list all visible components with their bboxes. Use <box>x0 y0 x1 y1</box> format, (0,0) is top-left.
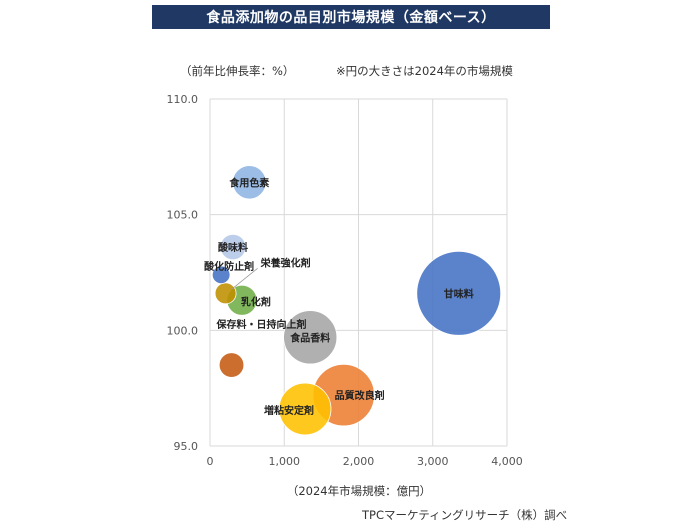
leader-line <box>231 268 258 290</box>
bubble-label: 保存料・日持向上剤 <box>216 318 307 331</box>
leader-lines <box>231 268 258 290</box>
bubble-label: 甘味料 <box>444 287 474 300</box>
bubble-label: 酸化防止剤 <box>204 260 254 273</box>
bubble-保存料・日持向上剤 <box>218 352 245 378</box>
chart-title: 食品添加物の品目別市場規模（金額ベース） <box>152 5 550 29</box>
x-tick-label: 3,000 <box>417 455 449 468</box>
x-tick-label: 2,000 <box>343 455 375 468</box>
bubble-食用色素 <box>232 165 267 200</box>
y-axis-label: （前年比伸長率：%） <box>180 64 295 78</box>
tick-labels: 0 1,000 2,000 3,000 4,000 95.0 100.0 105.0 110.0 <box>167 93 523 468</box>
bubble-label: 栄養強化剤 <box>260 256 311 269</box>
y-tick-label: 105.0 <box>167 209 199 222</box>
bubble-label: 酸味料 <box>218 241 248 254</box>
x-axis-label: （2024年市場規模：億円） <box>286 484 432 498</box>
x-tick-label: 1,000 <box>269 455 301 468</box>
y-tick-label: 95.0 <box>174 440 199 453</box>
bubble-size-note: ※円の大きさは2024年の市場規模 <box>336 64 513 78</box>
y-tick-label: 100.0 <box>167 324 199 337</box>
bubble-酸味料 <box>219 233 247 261</box>
source-note: TPCマーケティングリサーチ（株）調べ <box>362 508 568 522</box>
bubbles <box>211 165 502 436</box>
grid-lines <box>209 98 508 447</box>
y-tick-label: 110.0 <box>167 93 199 106</box>
bubble-label: 食用色素 <box>228 176 269 189</box>
x-tick-label: 0 <box>207 455 214 468</box>
bubble-甘味料 <box>416 250 502 336</box>
bubble-label: 増粘安定剤 <box>264 404 314 417</box>
bubble-酸化防止剤 <box>211 265 231 285</box>
bubble-label: 乳化剤 <box>241 295 271 308</box>
bubble-label: 食品香料 <box>289 331 330 344</box>
bubble-栄養強化剤 <box>214 282 237 305</box>
bubble-食品香料 <box>283 310 338 365</box>
x-tick-label: 4,000 <box>491 455 523 468</box>
bubble-増粘安定剤 <box>278 382 332 436</box>
bubble-label: 品質改良剤 <box>335 389 385 402</box>
